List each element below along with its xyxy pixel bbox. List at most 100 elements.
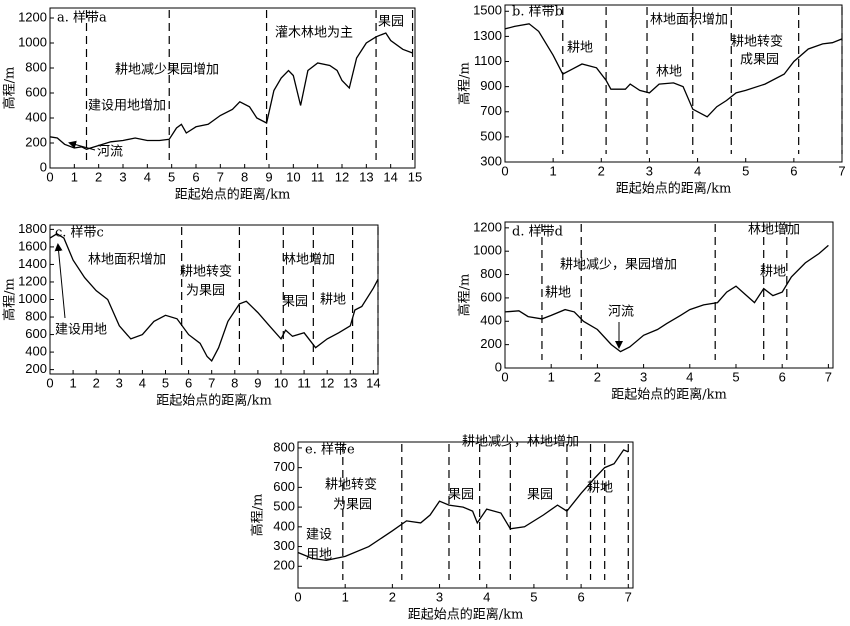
- x-tick-label: 7: [838, 163, 845, 178]
- y-axis-label: 高程/m: [457, 62, 473, 105]
- y-tick-label: 300: [273, 538, 295, 553]
- x-tick-label: 12: [320, 375, 334, 390]
- panel-title: a. 样带a: [57, 11, 107, 26]
- x-axis-label: 距起始点的距离/km: [408, 607, 524, 623]
- y-tick-label: 700: [273, 459, 295, 474]
- x-tick-label: 6: [185, 375, 192, 390]
- x-tick-label: 0: [46, 169, 53, 184]
- annotation: 耕地减少果园增加: [115, 62, 219, 78]
- x-tick-label: 3: [640, 369, 647, 384]
- y-tick-label: 800: [273, 439, 295, 454]
- annotation: 耕地: [320, 292, 346, 308]
- x-tick-label: 5: [168, 169, 175, 184]
- annotation: 耕地转变: [731, 34, 783, 50]
- y-tick-label: 600: [480, 289, 502, 304]
- y-tick-label: 900: [480, 78, 502, 93]
- y-tick-label: 1500: [473, 3, 502, 18]
- y-tick-label: 200: [25, 134, 47, 149]
- x-tick-label: 2: [93, 375, 100, 390]
- x-tick-label: 9: [254, 375, 261, 390]
- x-tick-label: 1: [342, 589, 349, 604]
- x-tick-label: 5: [732, 369, 739, 384]
- y-tick-label: 400: [273, 518, 295, 533]
- x-tick-label: 0: [46, 375, 53, 390]
- x-tick-label: 6: [577, 589, 584, 604]
- x-tick-label: 7: [208, 375, 215, 390]
- x-tick-label: 2: [594, 369, 601, 384]
- annotation: 成果园: [740, 53, 779, 68]
- y-tick-label: 600: [25, 84, 47, 99]
- y-tick-label: 800: [480, 266, 502, 281]
- panel-title: b. 样带b: [512, 5, 563, 20]
- y-tick-label: 1200: [18, 9, 47, 24]
- y-tick-label: 1200: [18, 273, 47, 288]
- panel-title: e. 样带e: [305, 443, 355, 458]
- x-tick-label: 9: [265, 169, 272, 184]
- x-tick-label: 14: [366, 375, 380, 390]
- y-tick-label: 1800: [18, 221, 47, 236]
- annotation: 耕地: [545, 285, 571, 301]
- annotation: 用地: [306, 548, 332, 563]
- plot-frame: [504, 221, 834, 369]
- y-tick-label: 1100: [474, 53, 502, 68]
- y-tick-label: 200: [480, 336, 502, 351]
- x-tick-label: 0: [294, 589, 301, 604]
- annotation: 耕地转变: [325, 477, 377, 493]
- plot-frame: [297, 441, 634, 589]
- y-tick-label: 1600: [18, 238, 47, 253]
- x-tick-label: 1: [69, 375, 76, 390]
- annotation: 林地面积增加: [88, 253, 166, 268]
- x-tick-label: 15: [408, 169, 422, 184]
- elevation-line: [49, 32, 413, 150]
- y-tick-label: 300: [480, 153, 502, 168]
- x-tick-label: 1: [548, 369, 555, 384]
- x-tick-label: 1: [550, 163, 557, 178]
- x-tick-label: 3: [116, 375, 123, 390]
- x-tick-label: 2: [389, 589, 396, 604]
- annotation: 果园: [282, 295, 308, 310]
- annotation: 建设: [306, 528, 332, 543]
- y-axis-label: 高程/m: [2, 67, 18, 110]
- annotation: 耕地减少，果园增加: [560, 257, 677, 273]
- y-tick-label: 600: [273, 479, 295, 494]
- x-tick-label: 4: [483, 589, 490, 604]
- x-tick-label: 4: [694, 163, 701, 178]
- annotation: 为果园: [333, 498, 372, 513]
- y-axis-label: 高程/m: [457, 274, 473, 317]
- plot-frame: [49, 7, 416, 169]
- annotation: 耕地转变: [180, 264, 232, 280]
- x-tick-label: 4: [686, 369, 693, 384]
- x-tick-label: 5: [530, 589, 537, 604]
- y-tick-label: 800: [25, 308, 47, 323]
- y-tick-label: 1000: [18, 291, 47, 306]
- x-axis-label: 距起始点的距离/km: [156, 393, 272, 409]
- y-tick-label: 500: [273, 499, 295, 514]
- y-tick-label: 1300: [473, 28, 502, 43]
- y-tick-label: 1000: [18, 34, 47, 49]
- x-tick-label: 8: [241, 169, 248, 184]
- annotation: 林地: [656, 65, 682, 80]
- annotation: 耕地减少，林地增加: [462, 434, 579, 450]
- x-tick-label: 5: [742, 163, 749, 178]
- annotation: 河流: [97, 145, 123, 160]
- x-tick-label: 5: [162, 375, 169, 390]
- y-tick-label: 1200: [473, 219, 502, 234]
- panel-title: c. 样带c: [55, 226, 104, 241]
- annotation: 果园: [378, 15, 404, 30]
- x-tick-label: 10: [274, 375, 288, 390]
- y-tick-label: 0: [495, 359, 502, 374]
- elevation-line: [504, 244, 829, 353]
- x-tick-label: 2: [95, 169, 102, 184]
- y-tick-label: 500: [480, 128, 502, 143]
- annotation: 建设用地: [55, 323, 107, 338]
- x-tick-label: 6: [779, 369, 786, 384]
- x-tick-label: 1: [71, 169, 78, 184]
- x-tick-label: 11: [297, 375, 311, 390]
- x-tick-label: 0: [501, 163, 508, 178]
- x-tick-label: 3: [646, 163, 653, 178]
- elevation-line: [297, 449, 629, 562]
- x-tick-label: 3: [436, 589, 443, 604]
- annotation: 果园: [448, 488, 474, 503]
- panel-title: d. 样带d: [512, 225, 563, 240]
